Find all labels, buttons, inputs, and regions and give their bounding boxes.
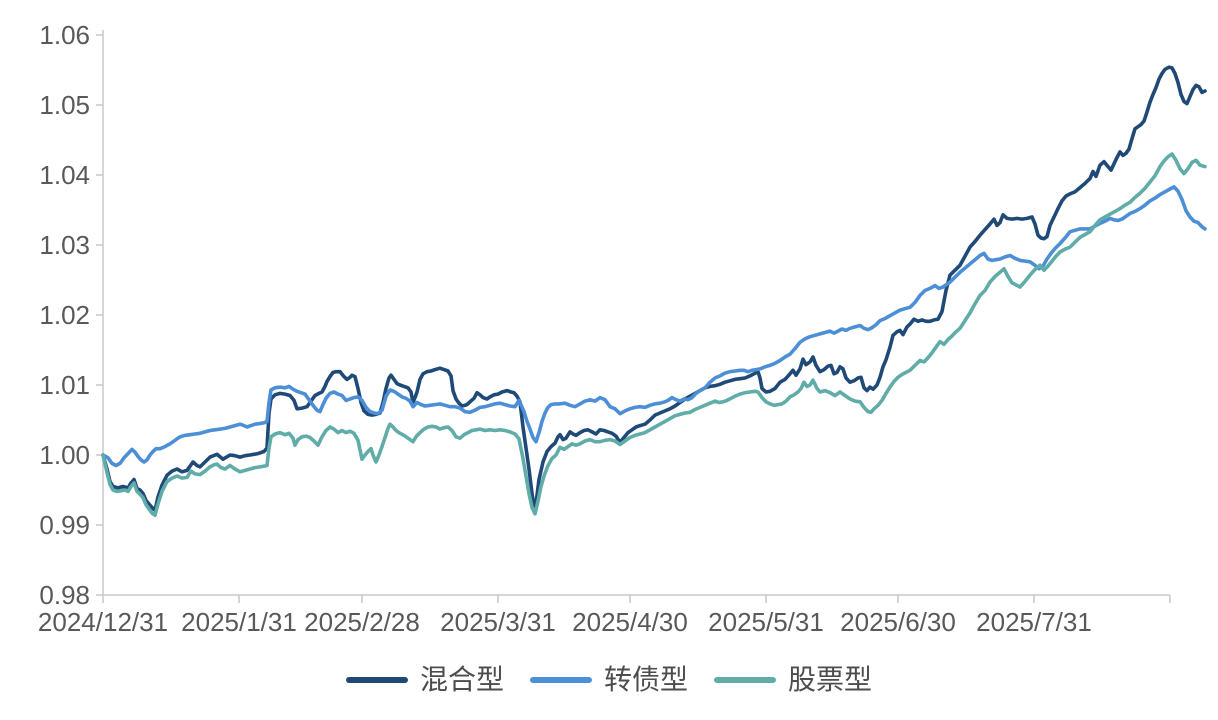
y-axis-label: 1.05	[39, 90, 90, 120]
legend-line-swatch-equity	[714, 677, 776, 683]
x-axis-label: 2025/6/30	[840, 607, 956, 637]
x-axis-label: 2025/5/31	[708, 607, 824, 637]
x-axis-label: 2025/7/31	[976, 607, 1092, 637]
line-chart-plot-area: 1.06 1.05 1.04 1.03 1.02 1.01 1.00 0.99 0.982024…	[38, 20, 1207, 637]
series-line-混合型	[101, 65, 1207, 513]
y-axis-label: 1.00	[39, 440, 90, 470]
y-axis-label: 1.06	[39, 20, 90, 50]
y-axis-label: 1.04	[39, 160, 90, 190]
legend-label-equity: 股票型	[788, 664, 873, 695]
chart-legend: 混合型 转债型 股票型	[0, 666, 1218, 694]
y-axis-label: 0.99	[39, 510, 90, 540]
legend-label-mixed: 混合型	[419, 664, 504, 695]
y-axis-label: 0.98	[39, 580, 90, 610]
legend-item-equity-fund[interactable]: 股票型	[714, 666, 872, 694]
x-axis-label: 2025/3/31	[440, 607, 556, 637]
legend-line-swatch-mixed	[345, 677, 408, 683]
y-axis-label: 1.03	[39, 230, 90, 260]
legend-item-mixed-fund[interactable]: 混合型	[345, 664, 504, 695]
series-line-转债型	[101, 185, 1207, 468]
x-axis-label: 2025/4/30	[572, 607, 688, 637]
legend-line-swatch-convertible	[529, 677, 592, 683]
x-axis-label: 2025/1/31	[181, 607, 297, 637]
x-axis-label: 2024/12/31	[38, 607, 168, 637]
y-axis-label: 1.01	[39, 370, 90, 400]
legend-item-convertible-bond-fund[interactable]: 转债型	[529, 664, 688, 695]
series-line-股票型	[101, 152, 1207, 518]
x-axis-label: 2025/2/28	[304, 607, 420, 637]
legend-label-convertible: 转债型	[603, 664, 688, 695]
y-axis-label: 1.02	[39, 300, 90, 330]
